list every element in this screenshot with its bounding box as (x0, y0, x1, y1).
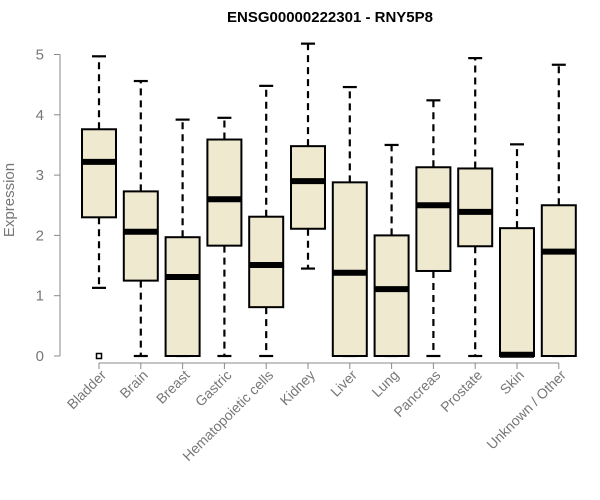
box-iqr (206, 138, 243, 247)
box-pancreas (415, 99, 452, 358)
box-iqr (248, 215, 285, 309)
chart-title: ENSG00000222301 - RNY5P8 (227, 9, 433, 26)
x-tick-label: Prostate (437, 367, 485, 415)
box-iqr (331, 181, 368, 357)
box-skin (499, 143, 535, 358)
box-iqr (290, 145, 326, 230)
box-iqr (81, 128, 117, 219)
y-tick-label: 1 (36, 288, 44, 305)
x-tick-label: Liver (327, 367, 360, 400)
box-brain (122, 79, 159, 358)
y-tick-label: 5 (36, 47, 44, 64)
boxes (81, 42, 577, 360)
box-iqr (415, 166, 452, 272)
box-iqr (457, 167, 494, 248)
x-tick-label: Bladder (64, 367, 110, 413)
y-tick-label: 4 (36, 107, 44, 124)
y-tick-label: 3 (36, 167, 44, 184)
y-tick-label: 2 (36, 227, 44, 244)
box-iqr (540, 204, 577, 357)
box-lung (373, 143, 410, 358)
box-hematopoietic-cells (248, 84, 285, 358)
box-breast (164, 118, 201, 358)
y-tick-label: 0 (36, 348, 44, 365)
y-axis-label: Expression (1, 163, 18, 237)
x-tick-label: Breast (153, 367, 193, 407)
box-iqr (122, 190, 159, 282)
outlier-point (95, 352, 103, 360)
x-tick-label: Unknown / Other (483, 367, 569, 453)
box-bladder (81, 55, 117, 360)
x-tick-label: Kidney (277, 367, 319, 409)
box-unknown-other (540, 63, 577, 358)
box-iqr (373, 234, 410, 357)
box-prostate (457, 57, 494, 358)
box-gastric (206, 116, 243, 358)
x-tick-label: Skin (497, 367, 528, 398)
box-iqr (499, 227, 535, 357)
box-iqr (164, 236, 201, 357)
box-liver (331, 85, 368, 358)
x-tick-label: Brain (116, 367, 150, 401)
x-tick-label: Lung (368, 367, 401, 400)
box-kidney (290, 42, 326, 270)
y-axis: 0 1 2 3 4 5 (36, 47, 61, 365)
